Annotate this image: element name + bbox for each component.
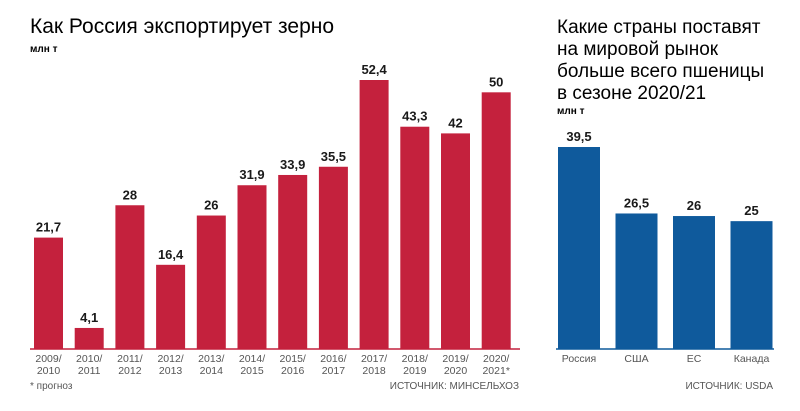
left-tick-label: 2011/ bbox=[117, 353, 143, 365]
right-chart-title-line-1: Какие страны поставят bbox=[557, 17, 761, 38]
right-chart-title-line-4: в сезоне 2020/21 bbox=[557, 83, 706, 104]
left-tick-label: 2010 bbox=[37, 365, 61, 377]
right-value-label: 26 bbox=[687, 198, 701, 213]
left-value-label: 31,9 bbox=[239, 167, 264, 182]
right-bar bbox=[615, 213, 658, 349]
left-tick-label: 2019/ bbox=[442, 353, 468, 365]
right-tick-label: Канада bbox=[734, 353, 770, 365]
left-tick-label: 2016/ bbox=[320, 353, 346, 365]
left-bar bbox=[441, 133, 470, 349]
right-value-label: 26,5 bbox=[624, 195, 649, 210]
left-tick-label: 2012 bbox=[118, 365, 142, 377]
right-tick-label: США bbox=[624, 353, 648, 365]
right-value-label: 39,5 bbox=[566, 129, 591, 144]
right-bars-group: 39,5 Россия 26,5 США 26 ЕС 25 Канада bbox=[558, 129, 773, 365]
left-chart-unit: млн т bbox=[30, 44, 58, 55]
left-tick-label: 2013 bbox=[159, 365, 183, 377]
left-tick-label: 2015/ bbox=[280, 353, 306, 365]
left-bar bbox=[156, 264, 186, 349]
left-tick-label: 2021* bbox=[482, 365, 509, 377]
left-value-label: 16,4 bbox=[158, 247, 184, 262]
left-tick-label: 2018/ bbox=[402, 353, 428, 365]
left-tick-label: 2013/ bbox=[198, 353, 224, 365]
left-value-label: 33,9 bbox=[280, 157, 305, 172]
left-bar bbox=[400, 126, 430, 349]
right-chart-unit: млн т bbox=[557, 106, 585, 117]
right-value-label: 25 bbox=[744, 203, 758, 218]
left-tick-label: 2016 bbox=[281, 365, 305, 377]
left-tick-label: 2014/ bbox=[239, 353, 265, 365]
left-tick-label: 2018 bbox=[362, 365, 386, 377]
left-bar bbox=[318, 166, 348, 349]
left-tick-label: 2017 bbox=[322, 365, 346, 377]
left-value-label: 35,5 bbox=[321, 149, 346, 164]
right-bar bbox=[730, 221, 773, 349]
left-tick-label: 2017/ bbox=[361, 353, 387, 365]
left-value-label: 42 bbox=[448, 115, 462, 130]
left-chart-title: Как Россия экспортирует зерно bbox=[30, 15, 334, 38]
left-footnote: * прогноз bbox=[30, 381, 73, 392]
left-value-label: 43,3 bbox=[402, 109, 427, 124]
left-tick-label: 2012/ bbox=[157, 353, 183, 365]
right-source: ИСТОЧНИК: USDA bbox=[685, 381, 773, 392]
left-value-label: 52,4 bbox=[361, 62, 387, 77]
left-bar bbox=[34, 237, 63, 349]
left-tick-label: 2020 bbox=[444, 365, 468, 377]
right-bar bbox=[673, 216, 715, 349]
left-bar bbox=[115, 205, 145, 349]
left-source: ИСТОЧНИК: МИНСЕЛЬХОЗ bbox=[390, 381, 519, 392]
left-bar bbox=[278, 174, 308, 349]
right-bar bbox=[558, 147, 600, 349]
left-tick-label: 2009/ bbox=[35, 353, 61, 365]
right-tick-label: ЕС bbox=[687, 353, 702, 365]
right-tick-label: Россия bbox=[562, 353, 596, 365]
right-chart-title-line-3: больше всего пшеницы bbox=[557, 61, 764, 82]
left-value-label: 28 bbox=[123, 187, 137, 202]
left-bar bbox=[196, 215, 226, 349]
left-value-label: 26 bbox=[204, 198, 218, 213]
left-bar bbox=[74, 327, 104, 349]
left-tick-label: 2019 bbox=[403, 365, 427, 377]
left-tick-label: 2020/ bbox=[483, 353, 509, 365]
left-tick-label: 2010/ bbox=[76, 353, 102, 365]
left-value-label: 50 bbox=[489, 74, 503, 89]
left-value-label: 4,1 bbox=[80, 310, 98, 325]
left-tick-label: 2015 bbox=[240, 365, 264, 377]
left-bar bbox=[237, 185, 267, 349]
left-tick-label: 2011 bbox=[78, 365, 101, 377]
left-value-label: 21,7 bbox=[36, 220, 61, 235]
left-tick-label: 2014 bbox=[200, 365, 224, 377]
left-bar bbox=[481, 92, 511, 349]
right-chart-title-line-2: на мировой рынок bbox=[557, 39, 719, 60]
left-bars-group: 21,7 2009/2010 4,1 2010/2011 28 2011/2012 16,4… bbox=[34, 62, 511, 377]
left-bar bbox=[359, 80, 389, 349]
